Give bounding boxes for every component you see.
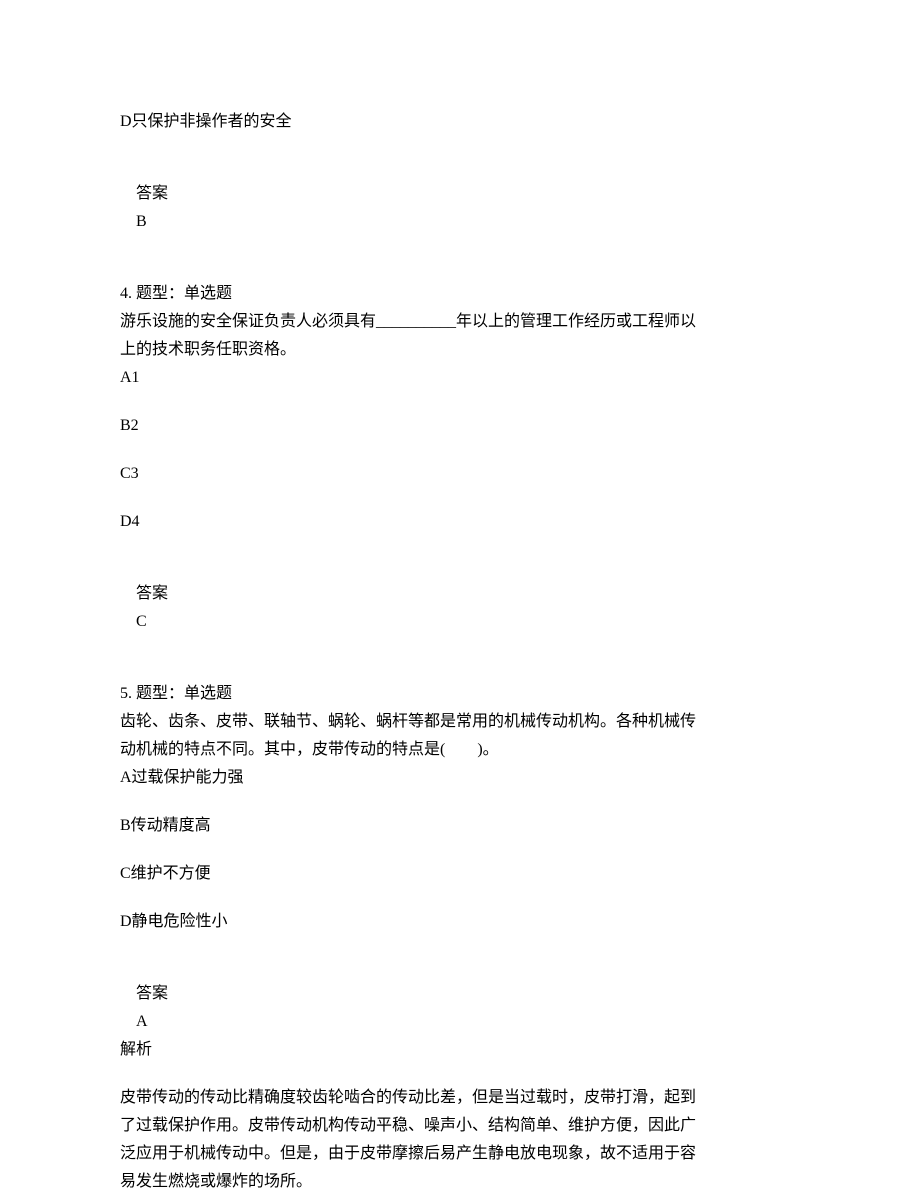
q3-answer-label: 答案 <box>120 182 800 206</box>
q5-option-d: D静电危险性小 <box>120 910 800 934</box>
q5-stem-line1: 齿轮、齿条、皮带、联轴节、蜗轮、蜗杆等都是常用的机械传动机构。各种机械传 <box>120 710 800 734</box>
q5-option-c: C维护不方便 <box>120 862 800 886</box>
q5-option-b: B传动精度高 <box>120 814 800 838</box>
q5-explanation-line4: 易发生燃烧或爆炸的场所。 <box>120 1170 800 1194</box>
q4-option-d: D4 <box>120 510 800 534</box>
q5-explanation-line1: 皮带传动的传动比精确度较齿轮啮合的传动比差，但是当过载时，皮带打滑，起到 <box>120 1086 800 1110</box>
q4-stem-line1: 游乐设施的安全保证负责人必须具有__________年以上的管理工作经历或工程师… <box>120 310 800 334</box>
q5-option-a: A过载保护能力强 <box>120 766 800 790</box>
q5-explanation-line3: 泛应用于机械传动中。但是，由于皮带摩擦后易产生静电放电现象，故不适用于容 <box>120 1142 800 1166</box>
q4-answer: C <box>120 610 800 634</box>
q4-answer-label: 答案 <box>120 582 800 606</box>
q5-explanation-label: 解析 <box>120 1038 800 1062</box>
q5-header: 5. 题型：单选题 <box>120 682 800 706</box>
q3-option-d: D只保护非操作者的安全 <box>120 110 800 134</box>
q5-stem-line2: 动机械的特点不同。其中，皮带传动的特点是( )。 <box>120 738 800 762</box>
q5-answer: A <box>120 1010 800 1034</box>
q4-stem-line2: 上的技术职务任职资格。 <box>120 338 800 362</box>
q4-option-b: B2 <box>120 414 800 438</box>
q5-explanation-line2: 了过载保护作用。皮带传动机构传动平稳、噪声小、结构简单、维护方便，因此广 <box>120 1114 800 1138</box>
q4-header: 4. 题型：单选题 <box>120 282 800 306</box>
q3-answer: B <box>120 210 800 234</box>
q5-answer-label: 答案 <box>120 982 800 1006</box>
q4-option-c: C3 <box>120 462 800 486</box>
q4-option-a: A1 <box>120 366 800 390</box>
document-body: D只保护非操作者的安全 答案 B 4. 题型：单选题 游乐设施的安全保证负责人必… <box>120 110 800 1194</box>
